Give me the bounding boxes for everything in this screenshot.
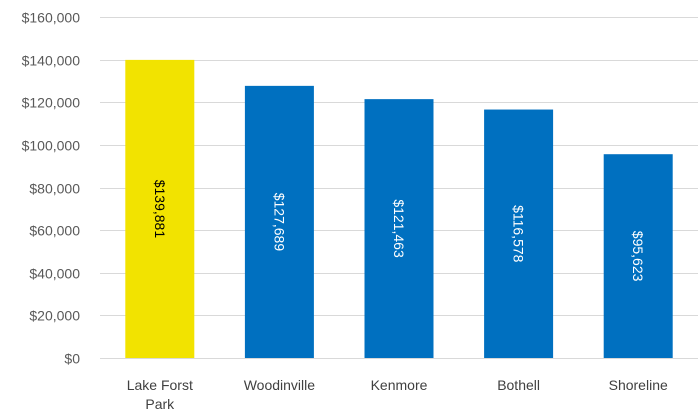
y-tick-label: $0 xyxy=(64,351,80,367)
x-tick-label: Lake Forst Park xyxy=(127,377,193,412)
data-label: $95,623 xyxy=(630,231,646,282)
y-tick-label: $100,000 xyxy=(22,138,81,154)
x-tick-label: Woodinville xyxy=(244,377,316,393)
x-tick-label: Kenmore xyxy=(371,377,428,393)
bars xyxy=(125,59,673,358)
y-tick-label: $120,000 xyxy=(22,95,81,111)
y-tick-label: $160,000 xyxy=(22,10,81,26)
bar xyxy=(125,59,195,358)
x-tick-label: Bothell xyxy=(497,377,540,393)
data-label: $116,578 xyxy=(511,205,527,263)
y-tick-label: $60,000 xyxy=(29,223,80,239)
bar xyxy=(364,99,434,358)
data-label: $127,689 xyxy=(271,193,287,252)
y-tick-label: $40,000 xyxy=(29,266,80,282)
data-label: $139,881 xyxy=(152,180,168,239)
y-axis-ticks: $0 $20,000 $40,000 $60,000 $80,000 $100,000 $1… xyxy=(22,10,81,367)
y-tick-label: $140,000 xyxy=(22,53,81,69)
bar xyxy=(244,85,314,358)
bar xyxy=(603,154,673,358)
bar xyxy=(484,109,554,358)
x-axis-ticks: Lake Forst Park Woodinville Kenmore Bothell S… xyxy=(127,377,668,412)
data-label: $121,463 xyxy=(391,199,407,258)
y-tick-label: $20,000 xyxy=(29,308,80,324)
y-tick-label: $80,000 xyxy=(29,181,80,197)
data-labels: $139,881 $127,689 $121,463 $116,578 $95,623 xyxy=(152,180,646,282)
x-tick-label: Shoreline xyxy=(609,377,668,393)
